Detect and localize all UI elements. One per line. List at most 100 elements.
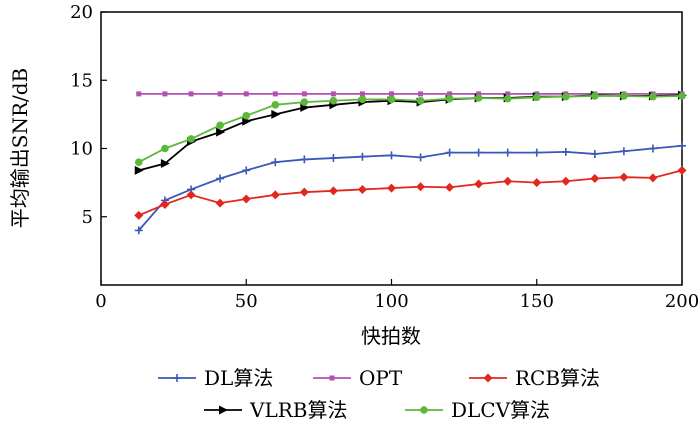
x-tick-label-3: 150 [520, 291, 554, 312]
series-line-2 [138, 169, 683, 217]
data-point-4-11 [445, 94, 454, 103]
data-point-0-16 [590, 149, 599, 158]
legend: DL算法 OPT RCB算法 VLRB算法 DLCV算法 [158, 366, 600, 422]
data-point-2-10 [416, 182, 426, 192]
data-point-2-1 [160, 199, 170, 209]
data-point-2-6 [299, 187, 309, 197]
data-point-4-12 [474, 94, 483, 102]
data-point-2-11 [445, 182, 455, 192]
data-point-4-18 [649, 92, 657, 101]
data-point-1-3 [217, 91, 223, 97]
data-point-4-16 [591, 92, 599, 100]
data-point-1-0 [136, 91, 142, 97]
data-point-2-2 [186, 190, 196, 200]
data-point-0-6 [300, 155, 309, 164]
data-point-0-4 [242, 166, 251, 175]
y-tick-label-3: 20 [70, 2, 93, 23]
data-point-2-14 [532, 178, 542, 188]
data-point-2-18 [648, 173, 658, 183]
data-point-1-6 [301, 91, 307, 97]
data-point-2-17 [619, 172, 629, 182]
series-2 [134, 165, 687, 220]
legend-label-2: RCB算法 [515, 366, 600, 390]
data-point-1-8 [359, 91, 365, 97]
data-point-0-9 [387, 151, 396, 160]
data-point-0-10 [416, 153, 425, 162]
data-point-4-17 [620, 92, 628, 100]
legend-label-4: DLCV算法 [451, 398, 550, 422]
data-point-2-7 [328, 186, 338, 196]
y-tick-label-0: 5 [82, 207, 93, 228]
legend-marker-0 [173, 374, 181, 382]
data-point-4-13 [503, 94, 512, 103]
legend-label-0: DL算法 [204, 366, 273, 390]
data-point-4-9 [387, 95, 396, 104]
x-axis-label: 快拍数 [361, 324, 421, 348]
y-axis-label: 平均输出SNR/dB [8, 68, 32, 229]
data-point-2-12 [474, 179, 484, 189]
data-point-1-13 [505, 91, 511, 97]
legend-item-0: DL算法 [158, 366, 273, 390]
legend-item-4: DLCV算法 [405, 398, 550, 422]
data-point-0-14 [532, 148, 541, 157]
data-point-4-4 [242, 111, 251, 120]
x-tick-label-0: 0 [95, 291, 106, 312]
data-point-4-15 [562, 92, 570, 101]
x-tick-label-4: 200 [665, 291, 699, 312]
data-point-1-2 [188, 91, 194, 97]
data-point-0-19 [678, 141, 686, 150]
data-point-4-8 [358, 95, 367, 104]
data-point-2-4 [241, 194, 251, 204]
data-point-0-5 [271, 158, 280, 167]
legend-item-3: VLRB算法 [204, 398, 347, 422]
data-point-2-9 [387, 183, 396, 193]
data-point-0-0 [134, 226, 143, 235]
x-tick-label-2: 100 [374, 291, 408, 312]
data-point-0-3 [216, 174, 225, 183]
ticks-layer: 0 50 100 150 200 5 10 15 20 [70, 2, 699, 312]
legend-item-2: RCB算法 [469, 366, 600, 390]
series-3 [134, 90, 687, 175]
data-point-2-15 [561, 176, 571, 186]
data-point-2-5 [270, 190, 280, 200]
data-point-4-7 [329, 96, 338, 105]
plot-area-frame [100, 11, 683, 286]
y-tick-label-2: 15 [70, 70, 93, 91]
data-point-1-5 [272, 91, 278, 97]
data-point-0-17 [619, 147, 628, 156]
data-point-3-0 [134, 165, 144, 175]
legend-marker-4 [420, 406, 428, 414]
legend-label-3: VLRB算法 [249, 398, 347, 422]
series-4 [134, 92, 686, 166]
data-point-0-18 [648, 144, 657, 153]
data-point-4-2 [187, 135, 195, 143]
data-point-0-13 [503, 148, 512, 157]
data-point-2-13 [503, 176, 513, 186]
data-point-3-5 [271, 109, 281, 119]
data-point-4-5 [271, 101, 280, 109]
series-layer [134, 90, 687, 235]
data-point-4-14 [532, 93, 541, 102]
data-point-4-1 [161, 144, 169, 153]
legend-marker-3 [219, 405, 228, 415]
legend-marker-1 [329, 375, 335, 381]
series-line-0 [138, 144, 683, 231]
legend-marker-2 [483, 373, 493, 383]
data-point-2-8 [357, 184, 367, 194]
data-point-4-6 [300, 98, 309, 106]
data-point-1-7 [330, 91, 336, 97]
data-point-3-1 [160, 159, 170, 169]
data-point-0-11 [445, 148, 454, 157]
data-point-2-0 [134, 210, 144, 220]
data-point-2-3 [215, 198, 225, 208]
data-point-0-15 [561, 147, 570, 156]
series-line-4 [138, 95, 683, 163]
data-point-0-12 [474, 148, 483, 157]
data-point-2-16 [590, 174, 600, 184]
data-point-4-10 [416, 96, 425, 105]
data-point-0-7 [329, 154, 338, 163]
data-point-4-19 [678, 92, 686, 100]
data-point-1-9 [389, 91, 394, 97]
data-point-1-1 [162, 91, 168, 97]
